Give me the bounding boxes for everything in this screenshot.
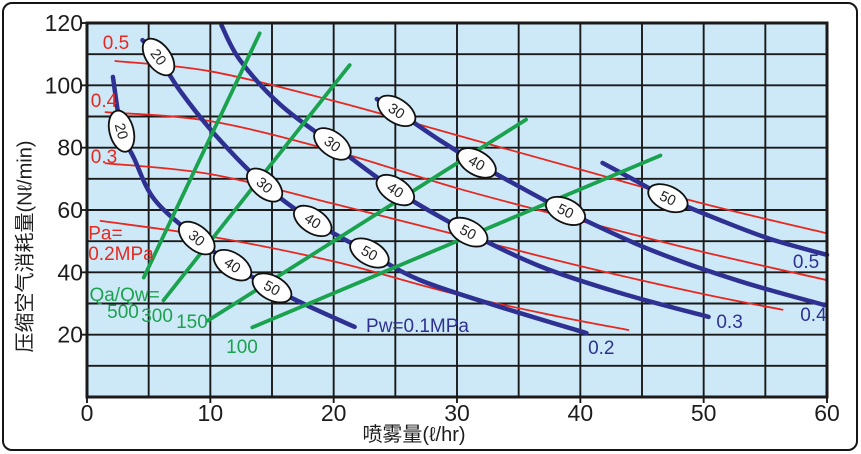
curve-label: Qa/Qw=	[89, 285, 159, 306]
curve-label: 150	[176, 312, 208, 333]
y-tick-label: 40	[57, 259, 83, 285]
oval-shape	[178, 220, 216, 256]
air-pressure-curve	[104, 111, 828, 282]
oval-value: 50	[457, 222, 479, 244]
y-tick-label: 100	[45, 72, 83, 98]
oval-value: 20	[111, 122, 131, 142]
curve-label: Pa=	[88, 224, 122, 245]
oval-value: 40	[221, 255, 243, 277]
size-oval-20: 20	[107, 109, 136, 153]
x-tick-label: 60	[814, 400, 840, 426]
oval-shape	[349, 237, 390, 269]
oval-shape	[251, 272, 293, 304]
curve-label: 0.4	[91, 91, 118, 112]
size-oval-20: 20	[141, 37, 176, 77]
oval-value: 50	[657, 188, 678, 209]
oval-value: 50	[554, 201, 575, 222]
curve-label: 100	[226, 337, 258, 358]
x-tick-label: 50	[691, 400, 717, 426]
size-oval-50: 50	[349, 237, 390, 269]
oval-shape	[107, 109, 136, 153]
ratio-line-100	[250, 153, 663, 330]
curve-label: 0.2	[588, 338, 614, 359]
size-oval-50: 50	[545, 195, 587, 226]
x-tick-label: 30	[444, 400, 470, 426]
y-tick-label: 80	[57, 135, 83, 161]
size-oval-50: 50	[647, 183, 689, 214]
oval-value: 30	[185, 228, 208, 251]
curve-label: 0.3	[91, 147, 117, 168]
x-tick-label: 0	[81, 400, 94, 426]
oval-shape	[376, 94, 417, 128]
oval-value: 40	[384, 180, 406, 202]
curve-label: 0.2MPa	[88, 244, 154, 265]
x-tick-label: 10	[198, 400, 224, 426]
x-tick-label: 20	[321, 400, 347, 426]
plot-border	[85, 21, 829, 399]
oval-shape	[246, 167, 284, 203]
oval-shape	[447, 216, 489, 248]
curve-label: 0.5	[793, 252, 819, 273]
size-oval-40: 40	[456, 147, 497, 179]
x-tick-label: 40	[568, 400, 594, 426]
oval-value: 20	[146, 46, 168, 68]
ratio-line-500	[141, 31, 262, 280]
oval-shape	[456, 147, 497, 179]
oval-shape	[212, 248, 253, 282]
oval-value: 40	[301, 211, 323, 233]
oval-value: 50	[358, 243, 380, 265]
oval-shape	[545, 195, 587, 226]
size-oval-30: 30	[246, 167, 284, 203]
curve-label: 0.5	[103, 33, 129, 54]
air-pressure-curve	[114, 60, 828, 235]
curve-label: Pw=0.1MPa	[366, 316, 469, 337]
y-tick-label: 60	[57, 197, 83, 223]
curve-label: 500	[107, 302, 139, 323]
y-axis-title: 压缩空气消耗量(Nℓ/min)	[14, 140, 37, 353]
oval-shape	[141, 37, 176, 77]
oval-value: 40	[465, 153, 487, 175]
y-tick-label: 120	[45, 10, 83, 36]
y-tick-label: 20	[57, 322, 83, 348]
size-oval-50: 50	[447, 216, 489, 248]
size-oval-40: 40	[212, 248, 253, 282]
oval-shape	[293, 204, 333, 238]
x-axis-title: 喷雾量(ℓ/hr)	[362, 424, 466, 446]
oval-shape	[647, 183, 689, 214]
curve-label: 0.4	[800, 305, 827, 326]
size-oval-30: 30	[313, 127, 352, 161]
oval-shape	[375, 173, 416, 207]
oval-shape	[313, 127, 352, 161]
oval-value: 50	[261, 278, 283, 300]
size-oval-50: 50	[251, 272, 293, 304]
oval-value: 30	[321, 133, 343, 155]
size-oval-40: 40	[375, 173, 416, 207]
size-oval-30: 30	[178, 220, 216, 256]
size-oval-30: 30	[376, 94, 417, 128]
oval-value: 30	[385, 101, 407, 123]
size-oval-40: 40	[293, 204, 333, 238]
water-pressure-curve	[600, 160, 830, 258]
curve-label: 300	[141, 306, 173, 327]
curve-label: 0.3	[716, 312, 742, 333]
